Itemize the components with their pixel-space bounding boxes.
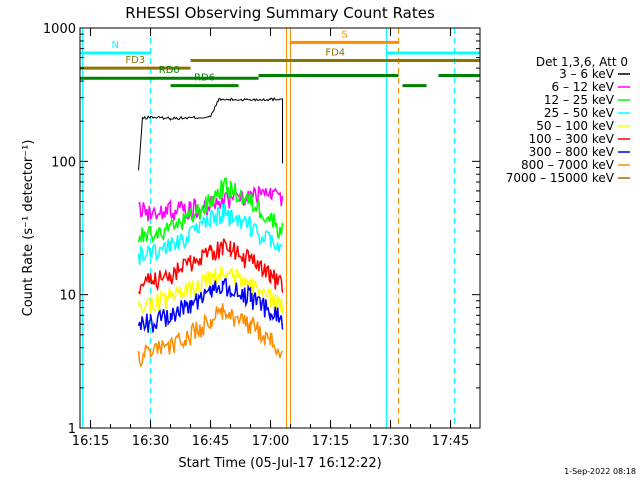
x-tick-label: 16:15 (72, 434, 109, 449)
y-tick-label: 10 (59, 289, 76, 304)
plot-frame (79, 27, 481, 429)
y-tick-label: 1 (68, 422, 76, 437)
series-line-3 (137, 203, 283, 266)
axes: 16:15 16:30 16:45 17:00 17:15 17:30 17:45 1 10 10… (43, 22, 480, 449)
series-line-0 (138, 96, 283, 171)
flag-label: N (112, 40, 119, 51)
x-axis-label: Start Time (05-Jul-17 16:12:22) (178, 456, 381, 471)
timestamp: 1-Sep-2022 08:18 (564, 467, 636, 476)
series-line-5 (137, 238, 284, 295)
y-axis-label: Count Rate (s⁻¹ detector⁻¹) (21, 140, 36, 317)
series-line-4 (137, 265, 284, 315)
series-line-7 (137, 303, 284, 368)
x-tick-label: 17:15 (312, 434, 349, 449)
flag-label: FD3 (125, 55, 145, 66)
y-tick-label: 1000 (43, 22, 76, 37)
legend-label: 300 – 800 keV (529, 145, 615, 159)
x-tick-label: 16:30 (132, 434, 169, 449)
status-flags: N S FD3 FD4 RD0 RD6 (80, 29, 480, 88)
flag-label: S (341, 29, 347, 40)
vertical-markers (82, 28, 456, 428)
data-series (137, 96, 284, 368)
x-tick-label: 17:00 (252, 434, 289, 449)
chart-title: RHESSI Observing Summary Count Rates (125, 4, 435, 22)
flag-label: RD0 (159, 65, 180, 76)
legend-header: Det 1,3,6, Att 0 (536, 55, 628, 69)
flag-label: RD6 (194, 73, 215, 84)
x-tick-label: 16:45 (192, 434, 229, 449)
series-line-6 (137, 277, 284, 333)
x-tick-label: 17:45 (432, 434, 469, 449)
legend-label: 7000 – 15000 keV (506, 171, 615, 185)
legend-label: 50 – 100 keV (536, 119, 615, 133)
legend-label: 25 – 50 keV (544, 106, 615, 120)
legend-label: 3 – 6 keV (559, 67, 615, 81)
x-tick-label: 17:30 (372, 434, 409, 449)
legend-label: 800 – 7000 keV (521, 158, 615, 172)
legend-label: 100 – 300 keV (529, 132, 615, 146)
legend-label: 12 – 25 keV (544, 93, 615, 107)
flag-label: FD4 (325, 48, 345, 59)
legend-label: 6 – 12 keV (552, 80, 615, 94)
series-line-2 (137, 177, 284, 244)
y-tick-label: 100 (51, 155, 76, 170)
